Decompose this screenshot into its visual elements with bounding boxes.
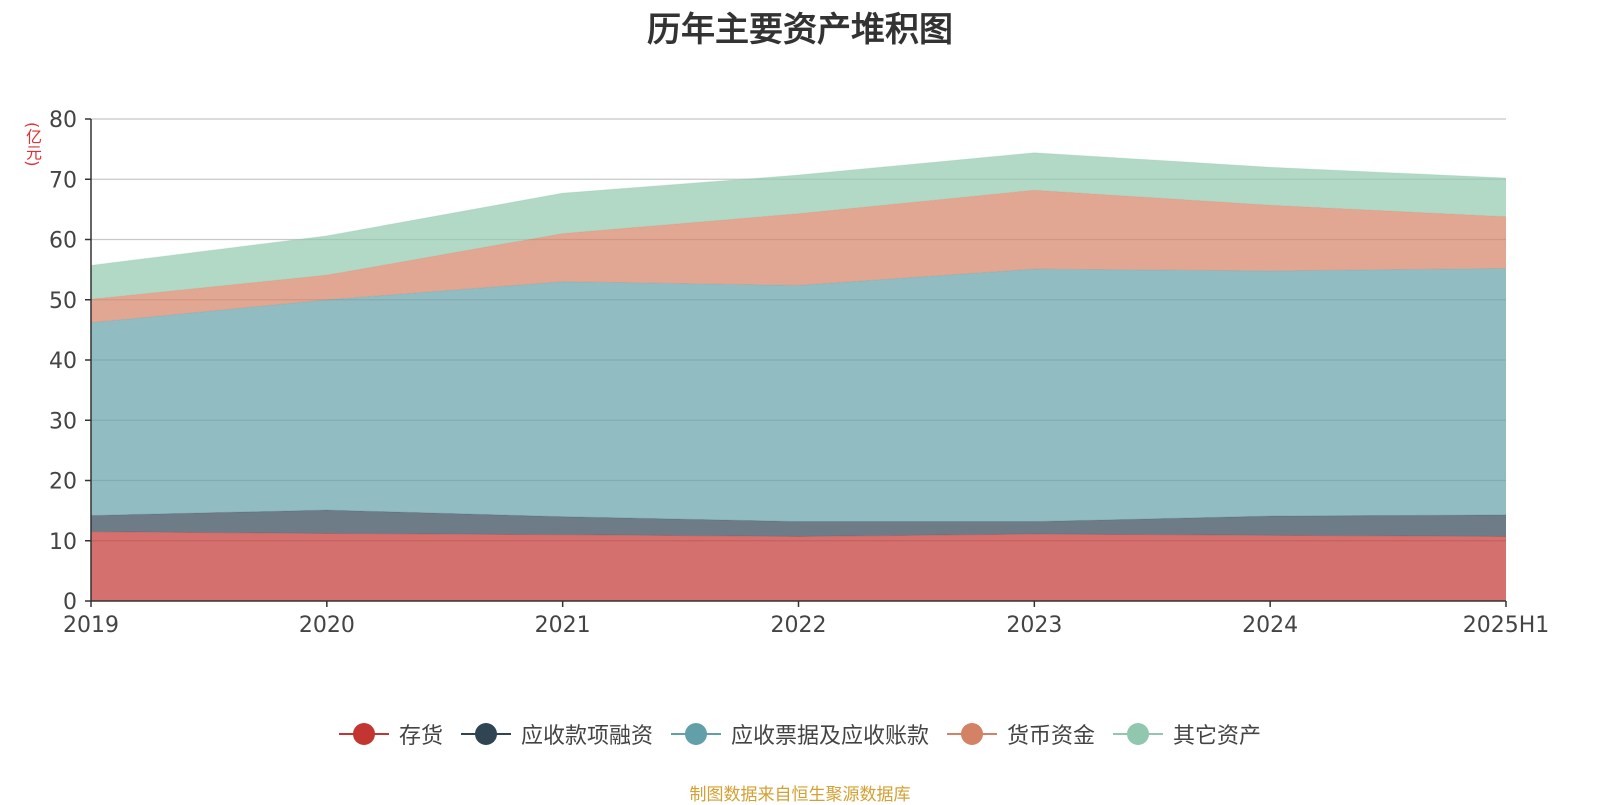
series-line-其它资产 (90, 152, 1507, 266)
legend: 存货 应收款项融资 应收票据及应收账款 货币资金 其它资产 (0, 718, 1600, 750)
legend-marker-icon (1113, 723, 1164, 745)
legend-label: 存货 (398, 724, 443, 749)
axes: 0 10 20 30 40 50 60 70 80 2019 2020 2021 2022 2023 202… (49, 108, 1549, 638)
y-axis-unit: (亿元) (23, 122, 42, 167)
legend-label: 货币资金 (1007, 724, 1096, 749)
y-tick-label: 10 (49, 530, 77, 555)
legend-marker-icon (460, 723, 511, 745)
area-应收款项融资 (91, 510, 1506, 537)
area-应收票据及应收账款 (91, 268, 1506, 522)
y-tick-label: 80 (49, 108, 77, 133)
area-货币资金 (91, 190, 1506, 323)
y-tick-label: 40 (49, 349, 77, 374)
x-tick-label: 2023 (1006, 613, 1062, 638)
area-其它资产 (91, 152, 1506, 300)
legend-item[interactable]: 其它资产 (1113, 718, 1261, 750)
y-tick-label: 20 (49, 470, 77, 495)
x-tick-label: 2020 (299, 613, 355, 638)
source-note: 制图数据来自恒生聚源数据库 (689, 785, 911, 805)
legend-label: 其它资产 (1173, 724, 1262, 749)
legend-item[interactable]: 货币资金 (947, 718, 1095, 750)
x-tick-label: 2022 (771, 613, 827, 638)
legend-marker-dot (684, 723, 707, 745)
area-存货 (91, 531, 1506, 601)
legend-marker-icon (947, 723, 997, 745)
legend-marker-icon (670, 723, 721, 745)
x-tick-label: 2024 (1242, 613, 1298, 638)
legend-marker-dot (352, 723, 375, 745)
legend-label: 应收票据及应收账款 (730, 724, 929, 749)
y-tick-label: 50 (49, 289, 77, 314)
x-tick-label: 2019 (63, 613, 119, 638)
y-tick-label: 30 (49, 409, 77, 434)
x-tick-label: 2025H1 (1463, 613, 1550, 638)
legend-item[interactable]: 存货 (338, 718, 443, 750)
y-tick-label: 60 (49, 229, 77, 254)
y-tick-label: 0 (63, 590, 77, 615)
legend-marker-dot (961, 723, 983, 745)
legend-item[interactable]: 应收款项融资 (460, 718, 653, 750)
legend-item[interactable]: 应收票据及应收账款 (670, 718, 929, 750)
legend-marker-dot (1127, 723, 1150, 745)
y-tick-label: 70 (49, 168, 77, 193)
legend-marker-dot (474, 723, 497, 745)
legend-marker-icon (338, 723, 389, 745)
area-series (90, 152, 1507, 601)
legend-label: 应收款项融资 (520, 724, 653, 749)
x-tick-label: 2021 (535, 613, 591, 638)
chart-title: 历年主要资产堆积图 (647, 10, 953, 50)
